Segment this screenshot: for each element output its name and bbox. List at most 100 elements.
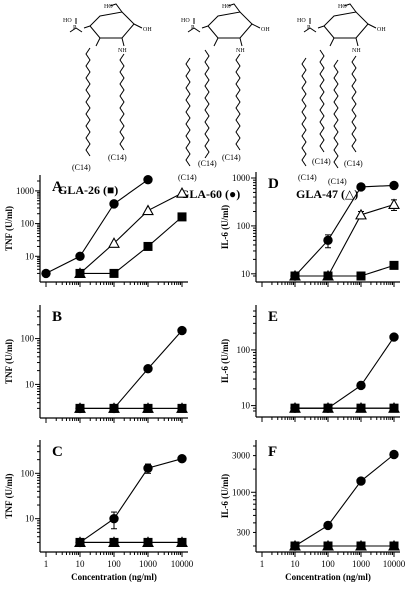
data-point-square: [290, 271, 300, 281]
series-line-square: [295, 264, 395, 277]
data-point-triangle: [355, 208, 367, 220]
atom-ho: HO: [222, 4, 231, 10]
x-tick-label: 1000: [139, 559, 158, 569]
y-tick-label: 100: [21, 334, 35, 344]
series-line-circle: [80, 330, 183, 409]
acyl-chain-2: [185, 57, 191, 167]
data-point-square: [356, 271, 366, 281]
x-axis-label: Concentration (ng/ml): [71, 572, 157, 582]
atom-ho: HO: [181, 18, 190, 24]
y-tick-label: 100: [21, 468, 35, 478]
atom-ho: HO: [297, 18, 306, 24]
chart-panel-d: 10 100 1000 IL-6 (U/ml) D: [220, 172, 400, 287]
atom-ho: HO: [338, 4, 347, 10]
data-point-circle: [143, 463, 153, 473]
y-tick-label: 1000: [232, 173, 251, 183]
y-tick-label: 100: [237, 221, 251, 231]
data-point-square: [177, 403, 187, 413]
y-tick-label: 10: [25, 251, 35, 261]
structure-label-gla26: GLA-26 (■): [58, 183, 118, 197]
chain-label: (C14): [328, 177, 347, 186]
x-tick-label: 100: [107, 559, 121, 569]
y-axis-label: TNF (U/ml): [4, 474, 14, 519]
atom-oh: OH: [377, 27, 386, 33]
structure-gla47: HO OH NH HO P (C14) (C14) (C14) (C14) GL…: [296, 3, 386, 201]
x-tick-label: 10: [291, 559, 301, 569]
y-axis-label: IL-6 (U/ml): [220, 339, 230, 383]
y-tick-label: 100: [237, 345, 251, 355]
sugar-ring: [323, 11, 369, 39]
data-point-triangle: [142, 204, 154, 216]
data-point-circle: [109, 199, 119, 209]
data-point-circle: [109, 513, 119, 524]
data-point-circle: [143, 364, 153, 374]
panel-letter: C: [52, 444, 63, 460]
atom-ho: HO: [63, 18, 72, 24]
atom-p: P: [191, 25, 195, 31]
atom-ho: HO: [104, 4, 113, 10]
panel-letter: D: [268, 176, 279, 192]
structure-gla26: HO OH NH HO P (C14) (C14) GLA-26 (■): [58, 3, 152, 197]
structure-label-gla60: GLA-60 (●): [180, 187, 240, 201]
x-tick-label: 10: [76, 559, 86, 569]
series-line-square: [80, 216, 183, 274]
sugar-ring: [207, 11, 253, 39]
x-tick-label: 10000: [383, 559, 406, 569]
panel-letter: F: [268, 444, 277, 460]
series-line-circle: [294, 184, 395, 277]
phosphate: [69, 18, 83, 33]
data-point-square: [356, 403, 366, 413]
phosphate: [303, 18, 317, 33]
sugar-substituents: [317, 3, 377, 47]
sugar-ring: [89, 11, 135, 39]
data-point-circle: [75, 251, 85, 261]
series-line-circle: [295, 336, 395, 409]
structure-label-gla47: GLA-47 (△): [296, 187, 358, 201]
data-point-triangle: [176, 187, 188, 198]
data-point-square: [389, 403, 399, 413]
acyl-chain-3: [333, 59, 339, 169]
series-line-triangle: [79, 192, 183, 274]
data-point-circle: [41, 268, 51, 279]
x-tick-label: 1: [44, 559, 49, 569]
sugar-substituents: [201, 3, 261, 47]
data-point-circle: [177, 325, 187, 336]
panel-letter: A: [52, 179, 63, 195]
acyl-chain-2: [319, 49, 325, 153]
atom-p: P: [73, 25, 77, 31]
data-point-square: [389, 541, 399, 551]
structure-gla60: HO OH NH HO P (C14) (C14) (C14) GLA-60 (…: [178, 3, 270, 201]
chain-label: (C14): [312, 157, 331, 166]
acyl-chain-1: [85, 47, 91, 157]
atom-p: P: [307, 25, 311, 31]
chain-label: (C14): [222, 153, 241, 162]
atom-oh: OH: [261, 27, 270, 33]
y-tick-label: 1000: [232, 487, 251, 497]
y-tick-label: 3000: [232, 451, 251, 461]
y-tick-label: 10: [241, 269, 251, 279]
series-line-circle: [79, 458, 183, 543]
chart-panel-e: 10 100 IL-6 (U/ml) E: [220, 305, 400, 422]
data-point-circle: [323, 520, 333, 531]
data-point-square: [75, 268, 85, 278]
phosphate: [187, 18, 201, 33]
data-point-square: [323, 403, 333, 413]
series-line-triangle: [295, 203, 395, 277]
data-point-circle: [389, 449, 399, 460]
data-point-square: [323, 271, 333, 281]
chain-label: (C14): [344, 159, 363, 168]
data-point-square: [290, 541, 300, 551]
acyl-chain-2: [119, 53, 125, 151]
chain-label: (C14): [298, 173, 317, 182]
data-point-triangle: [108, 237, 120, 248]
chain-label: (C14): [198, 159, 217, 168]
atom-nh: NH: [236, 48, 245, 54]
data-point-square: [143, 241, 153, 251]
data-point-circle: [356, 380, 366, 391]
chain-label: (C14): [72, 163, 91, 172]
y-tick-label: 10: [25, 379, 35, 389]
panel-letter: E: [268, 309, 278, 325]
chart-panel-c: 1 10 100 1000 10000 10 100 TNF (U/ml) Concentrat…: [4, 440, 194, 582]
